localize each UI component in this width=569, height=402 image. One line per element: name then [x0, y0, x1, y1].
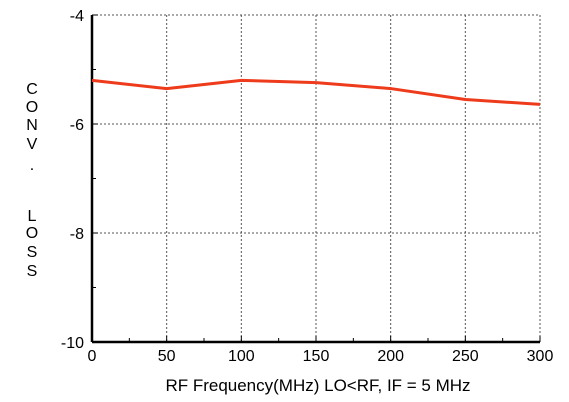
x-tick-label: 50 — [158, 348, 176, 365]
labels: RF Frequency(MHz) LO<RF, IF = 5 MHz 0 50 1… — [26, 8, 554, 395]
y-axis-title-char: O — [26, 99, 38, 116]
y-axis-title-char: C — [26, 81, 38, 98]
x-tick-label: 100 — [228, 348, 255, 365]
y-axis-title-char: V — [27, 136, 38, 153]
series-line — [91, 78, 541, 106]
x-tick-label: 250 — [452, 348, 479, 365]
y-axis-title-char: O — [26, 225, 38, 242]
y-axis-title-char: S — [27, 263, 38, 280]
y-axis-title-char: . — [30, 157, 34, 174]
y-axis-title-char: L — [28, 208, 37, 225]
y-tick-label: -10 — [61, 335, 84, 352]
x-axis-title: RF Frequency(MHz) LO<RF, IF = 5 MHz — [165, 376, 470, 395]
x-tick-label: 200 — [377, 348, 404, 365]
axes — [90, 14, 541, 344]
series-layer — [91, 78, 541, 106]
x-tick-label: 0 — [88, 348, 97, 365]
y-axis-title-char: S — [27, 244, 38, 261]
y-tick-label: -4 — [70, 8, 84, 25]
y-axis-title-char: N — [26, 117, 38, 134]
x-tick-label: 150 — [303, 348, 330, 365]
grid — [92, 14, 541, 342]
y-tick-label: -8 — [70, 226, 84, 243]
x-tick-label: 300 — [527, 348, 554, 365]
y-tick-label: -6 — [70, 117, 84, 134]
